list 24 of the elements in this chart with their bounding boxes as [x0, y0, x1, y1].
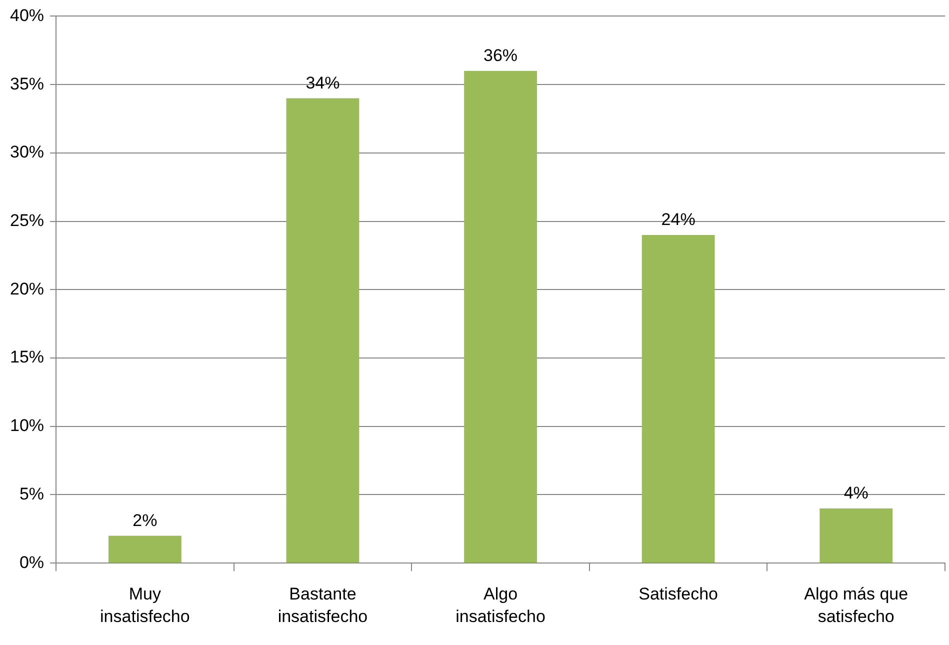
y-tick-label: 20%: [10, 279, 44, 298]
y-tick-label: 5%: [19, 484, 44, 504]
bar: [820, 508, 893, 563]
y-tick-label: 15%: [10, 348, 44, 367]
data-label: 2%: [132, 510, 158, 530]
y-tick-label: 25%: [10, 210, 44, 230]
x-tick-label: Satisfecho: [638, 584, 718, 604]
data-label: 34%: [306, 73, 340, 92]
x-tick-label: Algo más que satisfecho: [804, 584, 908, 626]
x-tick-label: Bastante insatisfecho: [278, 584, 368, 626]
x-tick-label: Muy insatisfecho: [100, 584, 190, 626]
data-label: 24%: [661, 210, 696, 230]
y-tick-label: 35%: [10, 74, 44, 94]
bar: [286, 98, 360, 563]
bar: [108, 536, 182, 563]
x-tick-label: Algo insatisfecho: [456, 584, 546, 626]
y-tick-label: 40%: [10, 6, 44, 25]
data-label: 36%: [483, 46, 518, 66]
bar: [464, 70, 537, 563]
data-label: 4%: [844, 484, 868, 503]
y-tick-label: 10%: [10, 416, 44, 436]
y-tick-label: 30%: [10, 142, 44, 162]
y-tick-label: 0%: [19, 552, 44, 572]
bar: [642, 234, 715, 563]
